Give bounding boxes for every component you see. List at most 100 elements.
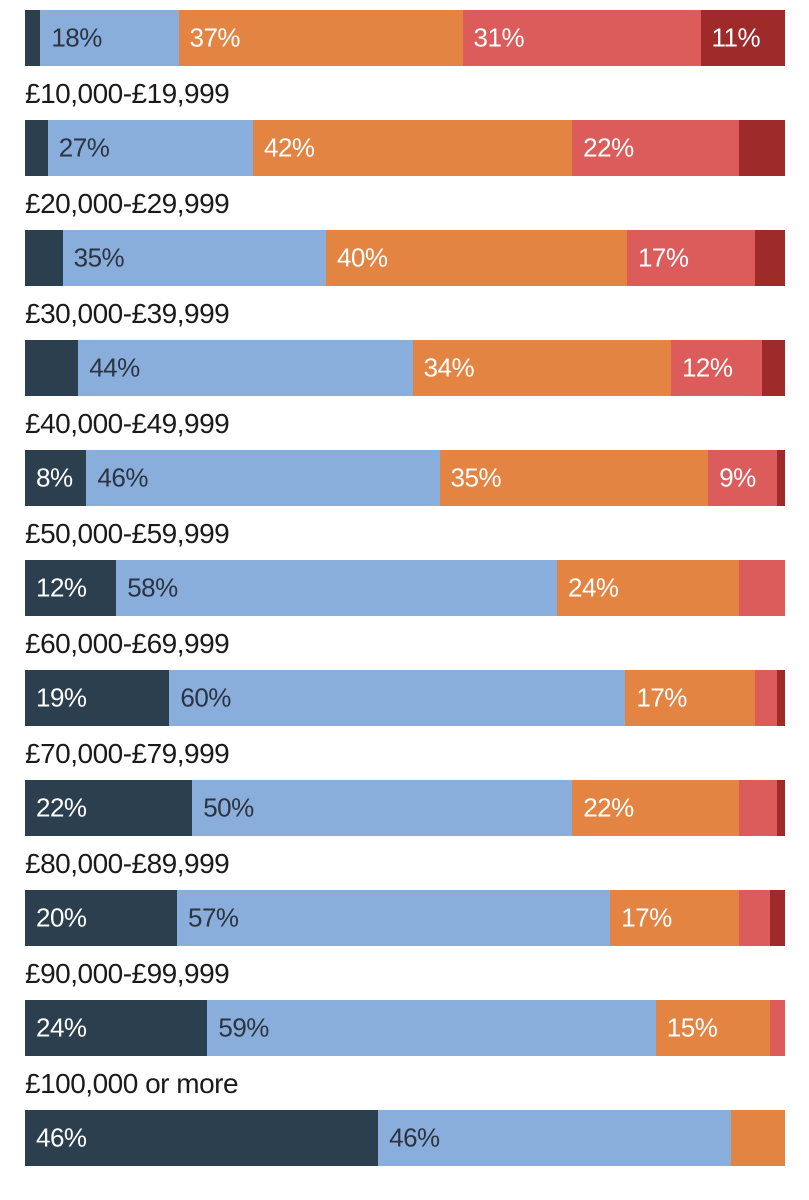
category-label: £10,000-£19,999: [25, 78, 230, 109]
bar-segment-series-3: 15%: [655, 1000, 770, 1056]
data-label: 8%: [36, 462, 73, 493]
data-label: 44%: [89, 352, 140, 383]
data-label: 46%: [389, 1122, 440, 1153]
bar-segment-series-3: 22%: [572, 780, 740, 836]
category-label: £80,000-£89,999: [25, 848, 230, 879]
data-label: 58%: [127, 572, 178, 603]
stacked-bar: 46% 46%: [25, 1110, 785, 1166]
bar-segment-series-4: [754, 670, 778, 726]
data-label: 27%: [58, 132, 110, 163]
bar-segment-series-2: 58%: [116, 560, 557, 616]
category-label: £50,000-£59,999: [25, 518, 230, 549]
bar-segment-series-1: 46%: [25, 1110, 379, 1166]
bar-segment-series-3: 34%: [412, 340, 671, 396]
stacked-bar: 35% 40% 17%: [25, 230, 785, 286]
bar-segment-series-4: 17%: [626, 230, 755, 286]
bar-segment-series-4: 31%: [462, 10, 701, 66]
bar-segment-series-5: [762, 340, 785, 396]
bar-segment-series-5: 11%: [700, 10, 785, 66]
data-label: 31%: [473, 22, 525, 53]
data-label: 15%: [666, 1012, 718, 1043]
data-label: 24%: [567, 572, 619, 603]
data-label: 22%: [36, 792, 87, 823]
data-label: 50%: [203, 792, 254, 823]
bar-segment-series-5: [754, 230, 785, 286]
bar-segment-series-4: 22%: [572, 120, 740, 176]
data-label: 12%: [36, 572, 87, 603]
bar-segment-series-3: 35%: [439, 450, 709, 506]
stacked-bar: 12% 58% 24%: [25, 560, 785, 616]
bar-segment-series-3: 40%: [325, 230, 627, 286]
bar-segment-series-2: 27%: [47, 120, 253, 176]
stacked-bar: 19% 60% 17%: [25, 670, 785, 726]
data-label: 9%: [719, 462, 756, 493]
bar-segment-series-1: 24%: [25, 1000, 208, 1056]
data-label: 20%: [36, 902, 87, 933]
bar-segment-series-2: 57%: [177, 890, 611, 946]
data-label: 11%: [711, 22, 761, 53]
stacked-bar: 20% 57% 17%: [25, 890, 785, 946]
bar-segment-series-3: 24%: [556, 560, 740, 616]
bar-segment-series-2: 35%: [62, 230, 326, 286]
stacked-bar: 44% 34% 12%: [25, 340, 785, 396]
category-label: £90,000-£99,999: [25, 958, 230, 989]
data-label: 35%: [450, 462, 502, 493]
data-label: 24%: [36, 1012, 87, 1043]
bar-segment-series-1: 22%: [25, 780, 193, 836]
bar-segment-series-1: 20%: [25, 890, 177, 946]
data-label: 60%: [180, 682, 231, 713]
bar-segment-series-3: 17%: [610, 890, 740, 946]
category-label: £30,000-£39,999: [25, 298, 230, 329]
stacked-bar: 27% 42% 22%: [25, 120, 785, 176]
bar-segment-series-2: 50%: [192, 780, 573, 836]
bar-segment-series-5: [777, 670, 785, 726]
stacked-bar: 24% 59% 15%: [25, 1000, 785, 1056]
bar-segment-series-2: 46%: [378, 1110, 732, 1166]
bar-segment-series-1: [25, 340, 79, 396]
data-label: 34%: [423, 352, 475, 383]
bar-segment-series-1: [25, 10, 41, 66]
bar-segment-series-3: 37%: [178, 10, 463, 66]
data-label: 35%: [73, 242, 125, 273]
data-label: 59%: [218, 1012, 269, 1043]
stacked-bar: 18% 37% 31% 11%: [25, 10, 785, 66]
bar-segment-series-1: 12%: [25, 560, 117, 616]
bar-segment-series-5: [777, 780, 785, 836]
bar-segment-series-2: 18%: [40, 10, 179, 66]
data-label: 18%: [51, 22, 102, 53]
category-label: £60,000-£69,999: [25, 628, 230, 659]
bar-segment-series-5: [769, 890, 785, 946]
bar-segment-series-5: [777, 450, 785, 506]
data-label: 17%: [636, 682, 687, 713]
category-label: £40,000-£49,999: [25, 408, 230, 439]
bar-segment-series-2: 60%: [169, 670, 626, 726]
bar-segment-series-4: [739, 890, 770, 946]
bar-segment-series-4: [739, 780, 778, 836]
data-label: 12%: [681, 352, 733, 383]
bar-segment-series-4: [739, 560, 785, 616]
data-label: 17%: [637, 242, 689, 273]
bar-segment-series-4: [769, 1000, 785, 1056]
data-label: 37%: [189, 22, 241, 53]
category-label: £20,000-£29,999: [25, 188, 230, 219]
data-label: 57%: [188, 902, 239, 933]
bar-segment-series-1: 19%: [25, 670, 170, 726]
bar-segment-series-1: [25, 230, 63, 286]
category-label: £100,000 or more: [25, 1068, 239, 1099]
data-label: 46%: [36, 1122, 87, 1153]
bar-segment-series-2: 46%: [86, 450, 440, 506]
bar-segment-series-3: 17%: [625, 670, 755, 726]
data-label: 19%: [36, 682, 87, 713]
bar-segment-series-2: 59%: [207, 1000, 656, 1056]
bar-segment-series-1: [25, 120, 48, 176]
bar-segment-series-3: 42%: [252, 120, 573, 176]
data-label: 22%: [583, 792, 634, 823]
bar-segment-series-3: [731, 1110, 785, 1166]
bar-segment-series-4: 12%: [670, 340, 763, 396]
data-label: 40%: [336, 242, 388, 273]
data-label: 22%: [583, 132, 634, 163]
bar-segment-series-5: [739, 120, 785, 176]
stacked-bar: 8% 46% 35% 9%: [25, 450, 785, 506]
category-label: £70,000-£79,999: [25, 738, 230, 769]
